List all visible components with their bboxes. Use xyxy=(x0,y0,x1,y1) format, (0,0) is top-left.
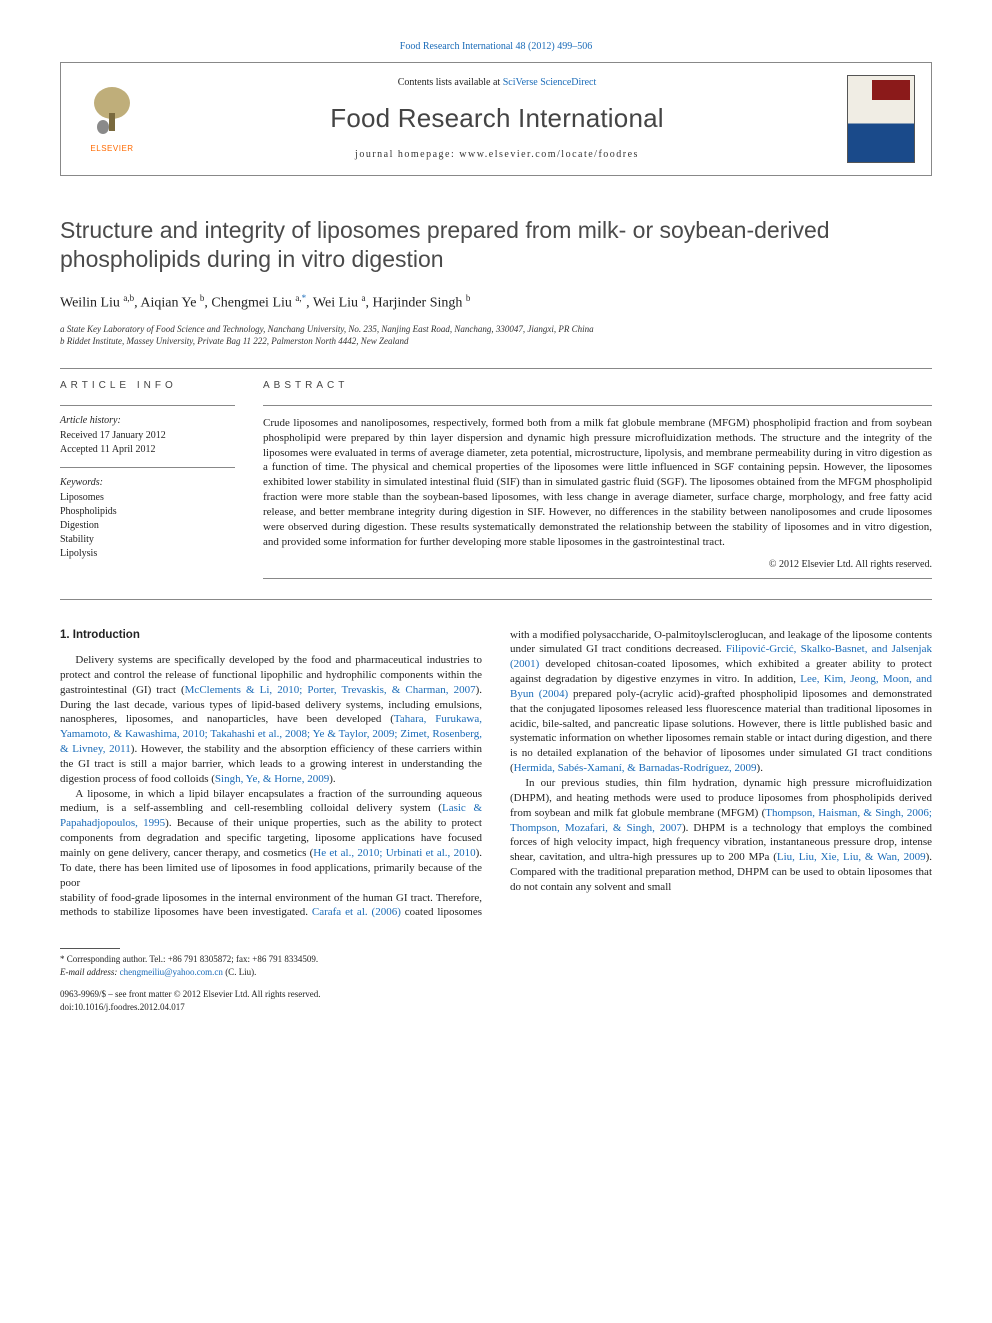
divider xyxy=(60,405,235,406)
journal-homepage-line: journal homepage: www.elsevier.com/locat… xyxy=(163,148,831,162)
elsevier-tree-icon xyxy=(85,83,139,141)
accepted-line: Accepted 11 April 2012 xyxy=(60,443,235,457)
header-center: Contents lists available at SciVerse Sci… xyxy=(163,76,831,162)
journal-reference: Food Research International 48 (2012) 49… xyxy=(60,40,932,54)
citation-link[interactable]: Singh, Ye, & Horne, 2009 xyxy=(215,773,329,785)
email-suffix: (C. Liu). xyxy=(223,967,257,977)
divider xyxy=(60,599,932,600)
page-footer: * Corresponding author. Tel.: +86 791 83… xyxy=(60,948,932,1013)
homepage-url: www.elsevier.com/locate/foodres xyxy=(459,149,639,160)
journal-header-box: ELSEVIER Contents lists available at Sci… xyxy=(60,62,932,176)
body-text: ). xyxy=(329,773,335,785)
corresponding-author-note: * Corresponding author. Tel.: +86 791 83… xyxy=(60,953,482,966)
keyword: Liposomes xyxy=(60,491,235,505)
contents-list-line: Contents lists available at SciVerse Sci… xyxy=(163,76,831,90)
journal-reference-link[interactable]: Food Research International 48 (2012) 49… xyxy=(400,41,592,52)
citation-link[interactable]: McClements & Li, 2010; Porter, Trevaskis… xyxy=(185,684,476,696)
elsevier-logo: ELSEVIER xyxy=(77,79,147,159)
citation-link[interactable]: Liu, Liu, Xie, Liu, & Wan, 2009 xyxy=(777,851,926,863)
section-title-intro: 1. Introduction xyxy=(60,628,482,644)
body-paragraph: In our previous studies, thin film hydra… xyxy=(510,776,932,895)
body-paragraph: Delivery systems are specifically develo… xyxy=(60,653,482,787)
footer-left: * Corresponding author. Tel.: +86 791 83… xyxy=(60,948,482,1013)
homepage-prefix: journal homepage: xyxy=(355,149,459,160)
affiliation-b: b Riddet Institute, Massey University, P… xyxy=(60,335,932,348)
body-text: A liposome, in which a lipid bilayer enc… xyxy=(60,788,482,815)
divider xyxy=(60,368,932,369)
journal-cover-thumbnail xyxy=(847,75,915,163)
abstract-copyright: © 2012 Elsevier Ltd. All rights reserved… xyxy=(263,558,932,572)
article-title: Structure and integrity of liposomes pre… xyxy=(60,216,932,274)
citation-link[interactable]: He et al., 2010; Urbinati et al., 2010 xyxy=(313,847,475,859)
affiliations: a State Key Laboratory of Food Science a… xyxy=(60,323,932,348)
doi-line: doi:10.1016/j.foodres.2012.04.017 xyxy=(60,1001,482,1014)
keywords-label: Keywords: xyxy=(60,476,235,490)
keyword: Phospholipids xyxy=(60,505,235,519)
email-label: E-mail address: xyxy=(60,967,120,977)
corresponding-email-link[interactable]: chengmeiliu@yahoo.com.cn xyxy=(120,967,223,977)
citation-link[interactable]: Carafa et al. (2006) xyxy=(312,906,401,918)
abstract-heading: ABSTRACT xyxy=(263,379,932,393)
journal-name: Food Research International xyxy=(163,100,831,136)
citation-link[interactable]: Hermida, Sabés-Xamaní, & Barnadas-Rodríg… xyxy=(514,762,757,774)
body-two-column: 1. Introduction Delivery systems are spe… xyxy=(60,628,932,921)
footer-right xyxy=(510,948,932,1013)
issn-line: 0963-9969/$ – see front matter © 2012 El… xyxy=(60,988,482,1001)
divider xyxy=(60,467,235,468)
received-line: Received 17 January 2012 xyxy=(60,429,235,443)
article-info-heading: ARTICLE INFO xyxy=(60,379,235,393)
keyword: Digestion xyxy=(60,519,235,533)
footnote-rule xyxy=(60,948,120,949)
author-list: Weilin Liu a,b, Aiqian Ye b, Chengmei Li… xyxy=(60,292,932,313)
keyword: Lipolysis xyxy=(60,547,235,561)
elsevier-label: ELSEVIER xyxy=(90,143,133,154)
divider xyxy=(263,578,932,579)
contents-list-prefix: Contents lists available at xyxy=(398,77,503,88)
body-text: ). xyxy=(757,762,763,774)
history-label: Article history: xyxy=(60,414,235,428)
abstract-column: ABSTRACT Crude liposomes and nanoliposom… xyxy=(263,379,932,589)
article-info-column: ARTICLE INFO Article history: Received 1… xyxy=(60,379,235,589)
keyword: Stability xyxy=(60,533,235,547)
body-paragraph: A liposome, in which a lipid bilayer enc… xyxy=(60,787,482,891)
abstract-text: Crude liposomes and nanoliposomes, respe… xyxy=(263,416,932,550)
divider xyxy=(263,405,932,406)
info-abstract-row: ARTICLE INFO Article history: Received 1… xyxy=(60,379,932,589)
affiliation-a: a State Key Laboratory of Food Science a… xyxy=(60,323,932,336)
scidirect-link[interactable]: SciVerse ScienceDirect xyxy=(503,77,597,88)
email-line: E-mail address: chengmeiliu@yahoo.com.cn… xyxy=(60,966,482,979)
